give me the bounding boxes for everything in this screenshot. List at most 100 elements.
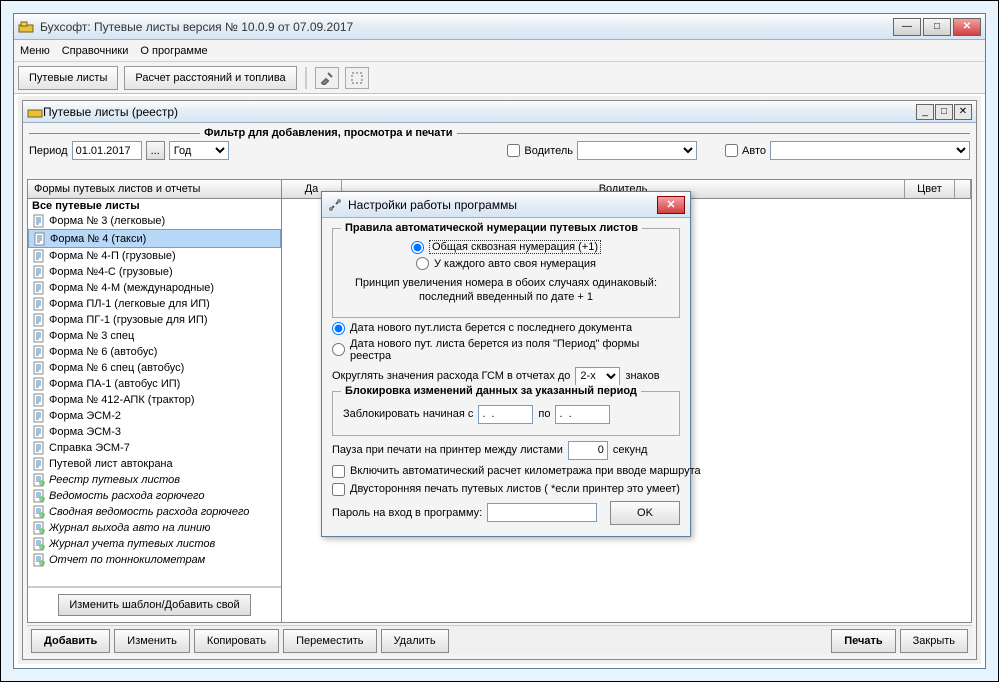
tree-item[interactable]: Справка ЭСМ-7 [28, 440, 281, 456]
add-button[interactable]: Добавить [31, 629, 110, 653]
numbering-radio-1[interactable] [411, 241, 424, 254]
auto-select[interactable] [770, 141, 970, 160]
tree-label: Форма № 6 (автобус) [49, 346, 157, 358]
dialog-close[interactable]: ✕ [657, 196, 685, 214]
round-label-2: знаков [625, 370, 659, 382]
lock-label: Заблокировать начиная с [343, 408, 473, 420]
menu-item[interactable]: О программе [140, 45, 207, 57]
menu-item[interactable]: Меню [20, 45, 50, 57]
period-input[interactable] [72, 141, 142, 160]
settings-dialog: Настройки работы программы ✕ Правила авт… [321, 191, 691, 537]
tree-item[interactable]: Журнал выхода авто на линию [28, 520, 281, 536]
maximize-button[interactable]: □ [923, 18, 951, 36]
tree-item[interactable]: Отчет по тоннокилометрам [28, 552, 281, 568]
toolbar-button[interactable]: Путевые листы [18, 66, 118, 90]
date-radio-2[interactable] [332, 343, 345, 356]
tree-item[interactable]: Журнал учета путевых листов [28, 536, 281, 552]
filter-heading: Фильтр для добавления, просмотра и печат… [204, 127, 452, 139]
round-select[interactable]: 2-x [575, 367, 620, 386]
pwd-label: Пароль на вход в программу: [332, 507, 482, 519]
ok-button[interactable]: OK [610, 501, 680, 525]
bottom-bar: Добавить Изменить Копировать Переместить… [27, 625, 972, 655]
tree-item[interactable]: Форма № 4 (такси) [28, 229, 281, 248]
group1-legend: Правила автоматической нумерации путевых… [341, 222, 642, 234]
sub-close[interactable]: ✕ [954, 104, 972, 120]
numbering-radio-2[interactable] [416, 257, 429, 270]
tree-label: Сводная ведомость расхода горючего [49, 506, 249, 518]
sub-minimize[interactable]: _ [916, 104, 934, 120]
tree-item[interactable]: Форма № 6 спец (автобус) [28, 360, 281, 376]
auto-label: Авто [742, 145, 766, 157]
tree-label: Форма ЭСМ-3 [49, 426, 121, 438]
tree-item[interactable]: Форма ПА-1 (автобус ИП) [28, 376, 281, 392]
numbering-label-2: У каждого авто своя нумерация [434, 258, 596, 270]
menubar: Меню Справочники О программе [14, 40, 985, 62]
date-label-2: Дата нового пут. листа берется из поля "… [350, 338, 680, 362]
group2-legend: Блокировка изменений данных за указанный… [341, 385, 641, 397]
pwd-input[interactable] [487, 503, 597, 522]
tree-label: Форма № 4-П (грузовые) [49, 250, 176, 262]
tree-label: Форма ПА-1 (автобус ИП) [49, 378, 180, 390]
tree-label: Журнал выхода авто на линию [49, 522, 210, 534]
date-label-1: Дата нового пут.листа берется с последне… [350, 322, 632, 334]
lock-from[interactable] [478, 405, 533, 424]
tree-item[interactable]: Форма № 4-М (международные) [28, 280, 281, 296]
tree-label: Форма № 4 (такси) [50, 233, 146, 245]
minimize-button[interactable]: — [893, 18, 921, 36]
tree-label: Реестр путевых листов [49, 474, 180, 486]
tree-item[interactable]: Путевой лист автокрана [28, 456, 281, 472]
sub-title: Путевые листы (реестр) [43, 105, 916, 119]
move-button[interactable]: Переместить [283, 629, 376, 653]
sub-icon [27, 104, 43, 120]
tree-item[interactable]: Форма №4-С (грузовые) [28, 264, 281, 280]
tree-item[interactable]: Форма № 6 (автобус) [28, 344, 281, 360]
pause-input[interactable] [568, 441, 608, 460]
date-radio-1[interactable] [332, 322, 345, 335]
tree-item[interactable]: Форма № 3 (легковые) [28, 213, 281, 229]
tree-label: Справка ЭСМ-7 [49, 442, 130, 454]
auto-check[interactable] [725, 144, 738, 157]
form-tree[interactable]: Все путевые листы Форма № 3 (легковые) Фор… [28, 199, 281, 586]
edit-button[interactable]: Изменить [114, 629, 190, 653]
tree-label: Ведомость расхода горючего [49, 490, 204, 502]
auto-km-check[interactable] [332, 465, 345, 478]
driver-check[interactable] [507, 144, 520, 157]
tree-item[interactable]: Сводная ведомость расхода горючего [28, 504, 281, 520]
driver-select[interactable] [577, 141, 697, 160]
copy-button[interactable]: Копировать [194, 629, 279, 653]
select-icon[interactable] [345, 67, 369, 89]
toolbar-button[interactable]: Расчет расстояний и топлива [124, 66, 296, 90]
tools-icon[interactable] [315, 67, 339, 89]
tree-item[interactable]: Форма № 4-П (грузовые) [28, 248, 281, 264]
delete-button[interactable]: Удалить [381, 629, 449, 653]
sub-maximize[interactable]: □ [935, 104, 953, 120]
close-button[interactable]: ✕ [953, 18, 981, 36]
tree-item[interactable]: Форма ПГ-1 (грузовые для ИП) [28, 312, 281, 328]
col-color[interactable]: Цвет [905, 180, 955, 198]
tree-item[interactable]: Ведомость расхода горючего [28, 488, 281, 504]
menu-item[interactable]: Справочники [62, 45, 129, 57]
tree-label: Путевой лист автокрана [49, 458, 173, 470]
period-label: Период [29, 145, 68, 157]
edit-template-button[interactable]: Изменить шаблон/Добавить свой [58, 594, 250, 616]
tree-item[interactable]: Форма ЭСМ-2 [28, 408, 281, 424]
tree-item[interactable]: Форма № 412-АПК (трактор) [28, 392, 281, 408]
to-label: по [538, 408, 550, 420]
close-button-bottom[interactable]: Закрыть [900, 629, 968, 653]
print-button[interactable]: Печать [831, 629, 895, 653]
dialog-title: Настройки работы программы [348, 198, 657, 212]
tree-label: Форма № 3 (легковые) [49, 215, 165, 227]
duplex-check[interactable] [332, 483, 345, 496]
tree-label: Форма ЭСМ-2 [49, 410, 121, 422]
tree-label: Форма №4-С (грузовые) [49, 266, 173, 278]
period-picker[interactable]: ... [146, 141, 165, 160]
tree-item[interactable]: Форма ПЛ-1 (легковые для ИП) [28, 296, 281, 312]
tree-item[interactable]: Форма № 3 спец [28, 328, 281, 344]
period-type[interactable]: Год [169, 141, 229, 160]
duplex-label: Двусторонняя печать путевых листов ( *ес… [350, 483, 680, 495]
tree-item[interactable]: Форма ЭСМ-3 [28, 424, 281, 440]
tree-item[interactable]: Реестр путевых листов [28, 472, 281, 488]
tree-item[interactable]: Все путевые листы [28, 199, 281, 213]
main-titlebar: Бухсофт: Путевые листы версия № 10.0.9 о… [14, 14, 985, 40]
lock-to[interactable] [555, 405, 610, 424]
